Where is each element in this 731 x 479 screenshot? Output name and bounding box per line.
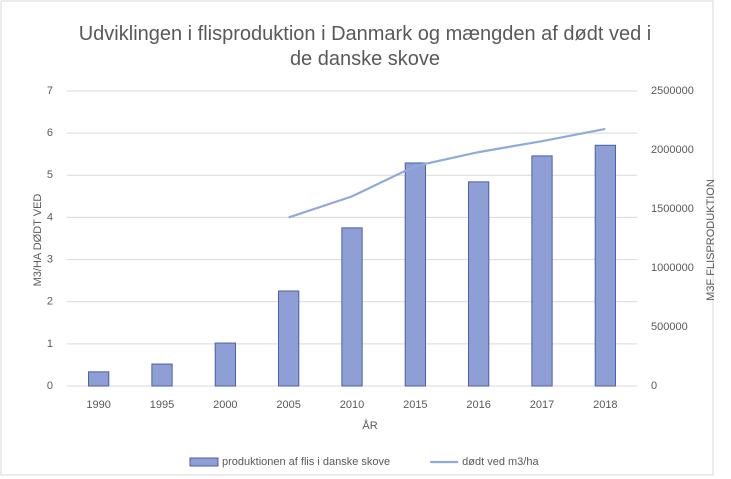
bar: [531, 155, 553, 387]
bar: [278, 290, 300, 387]
y2-tick-label: 500000: [651, 321, 688, 333]
y-tick-label: 1: [47, 338, 53, 350]
bar: [404, 162, 426, 387]
x-axis-label: ÅR: [362, 419, 377, 432]
y-tick-label: 2: [47, 296, 53, 308]
y-tick-label: 3: [47, 253, 53, 265]
bar: [468, 181, 490, 387]
x-tick-label: 1990: [86, 399, 110, 411]
y-tick-label: 5: [47, 169, 53, 181]
y-tick-label: 7: [47, 85, 53, 97]
y2-tick-label: 2500000: [651, 85, 694, 97]
legend-label: dødt ved m3/ha: [462, 456, 539, 468]
y-axis-label: M3/HA DØDT VED: [32, 194, 44, 287]
y-tick-label: 0: [47, 380, 53, 392]
bar: [151, 363, 173, 387]
y2-tick-label: 2000000: [651, 144, 694, 156]
x-tick-label: 2010: [340, 399, 364, 411]
chart-title: Udviklingen i flisproduktion i Danmark o…: [78, 23, 652, 70]
y2-axis-label: M3F FLISPRODUKTION: [705, 179, 717, 301]
bar: [341, 227, 363, 387]
chart-border: [0, 0, 714, 476]
y-tick-label: 4: [47, 211, 53, 223]
x-tick-label: 1995: [150, 399, 174, 411]
x-tick-label: 2000: [213, 399, 237, 411]
y-tick-label: 6: [47, 127, 53, 139]
bar: [594, 144, 616, 387]
y2-tick-label: 1500000: [651, 203, 694, 215]
legend-label: produktionen af flis i danske skove: [222, 456, 390, 468]
bar: [88, 371, 110, 387]
x-tick-label: 2017: [530, 399, 554, 411]
x-tick-label: 2005: [276, 399, 300, 411]
y2-tick-label: 1000000: [651, 262, 694, 274]
y2-tick-label: 0: [651, 380, 657, 392]
legend-swatch: [189, 457, 219, 467]
x-tick-label: 2016: [466, 399, 490, 411]
x-tick-label: 2018: [593, 399, 617, 411]
x-tick-label: 2015: [403, 399, 427, 411]
line-series: [288, 127, 606, 219]
bar: [214, 342, 236, 387]
